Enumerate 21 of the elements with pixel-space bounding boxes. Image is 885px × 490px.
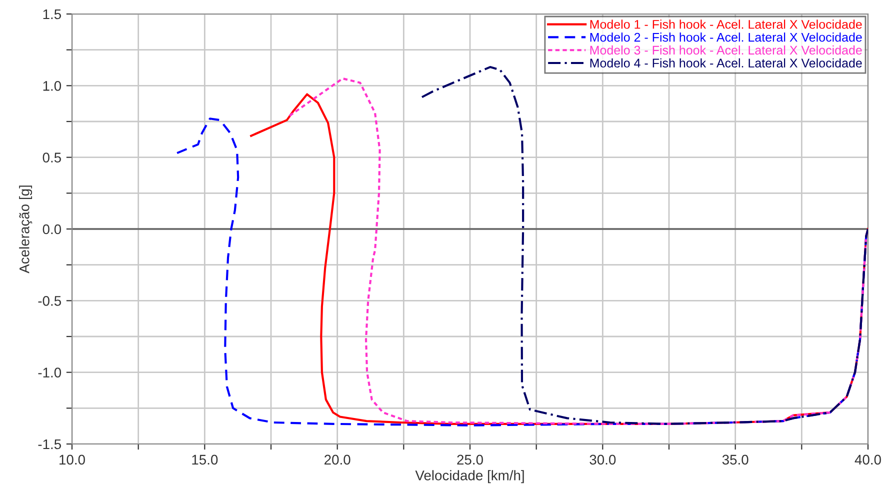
y-tick-label: 0.0 [42, 224, 62, 234]
y-tick-label: 0.5 [42, 152, 62, 163]
x-tick-label: 25.0 [457, 454, 483, 465]
x-tick-label: 30.0 [590, 454, 616, 465]
y-tick-label: 1.5 [43, 9, 62, 20]
legend-label: Modelo 3 - Fish hook - Acel. Lateral X Velocidade [590, 45, 862, 55]
x-tick-label: 35.0 [722, 454, 748, 465]
x-tick-label: 20.0 [324, 454, 350, 465]
legend-label: Modelo 2 - Fish hook - Acel. Lateral X Velocidade [590, 32, 862, 42]
y-axis-title: Aceleração [g] [19, 186, 32, 274]
legend-label: Modelo 4 - Fish hook - Acel. Lateral X Velocidade [590, 58, 862, 68]
x-axis-title: Velocidade [km/h] [415, 470, 524, 484]
y-tick-label: -1.0 [38, 368, 62, 378]
legend-label: Modelo 1 - Fish hook - Acel. Lateral X Velocidade [590, 20, 862, 29]
x-tick-label: 40.0 [854, 454, 881, 465]
y-tick-label: -1.5 [38, 439, 62, 450]
y-tick-label: 1.0 [43, 81, 62, 91]
y-tick-label: -0.5 [38, 296, 62, 306]
x-tick-label: 15.0 [192, 454, 218, 465]
line-series [420, 66, 868, 425]
x-tick-label: 10.0 [60, 454, 85, 465]
